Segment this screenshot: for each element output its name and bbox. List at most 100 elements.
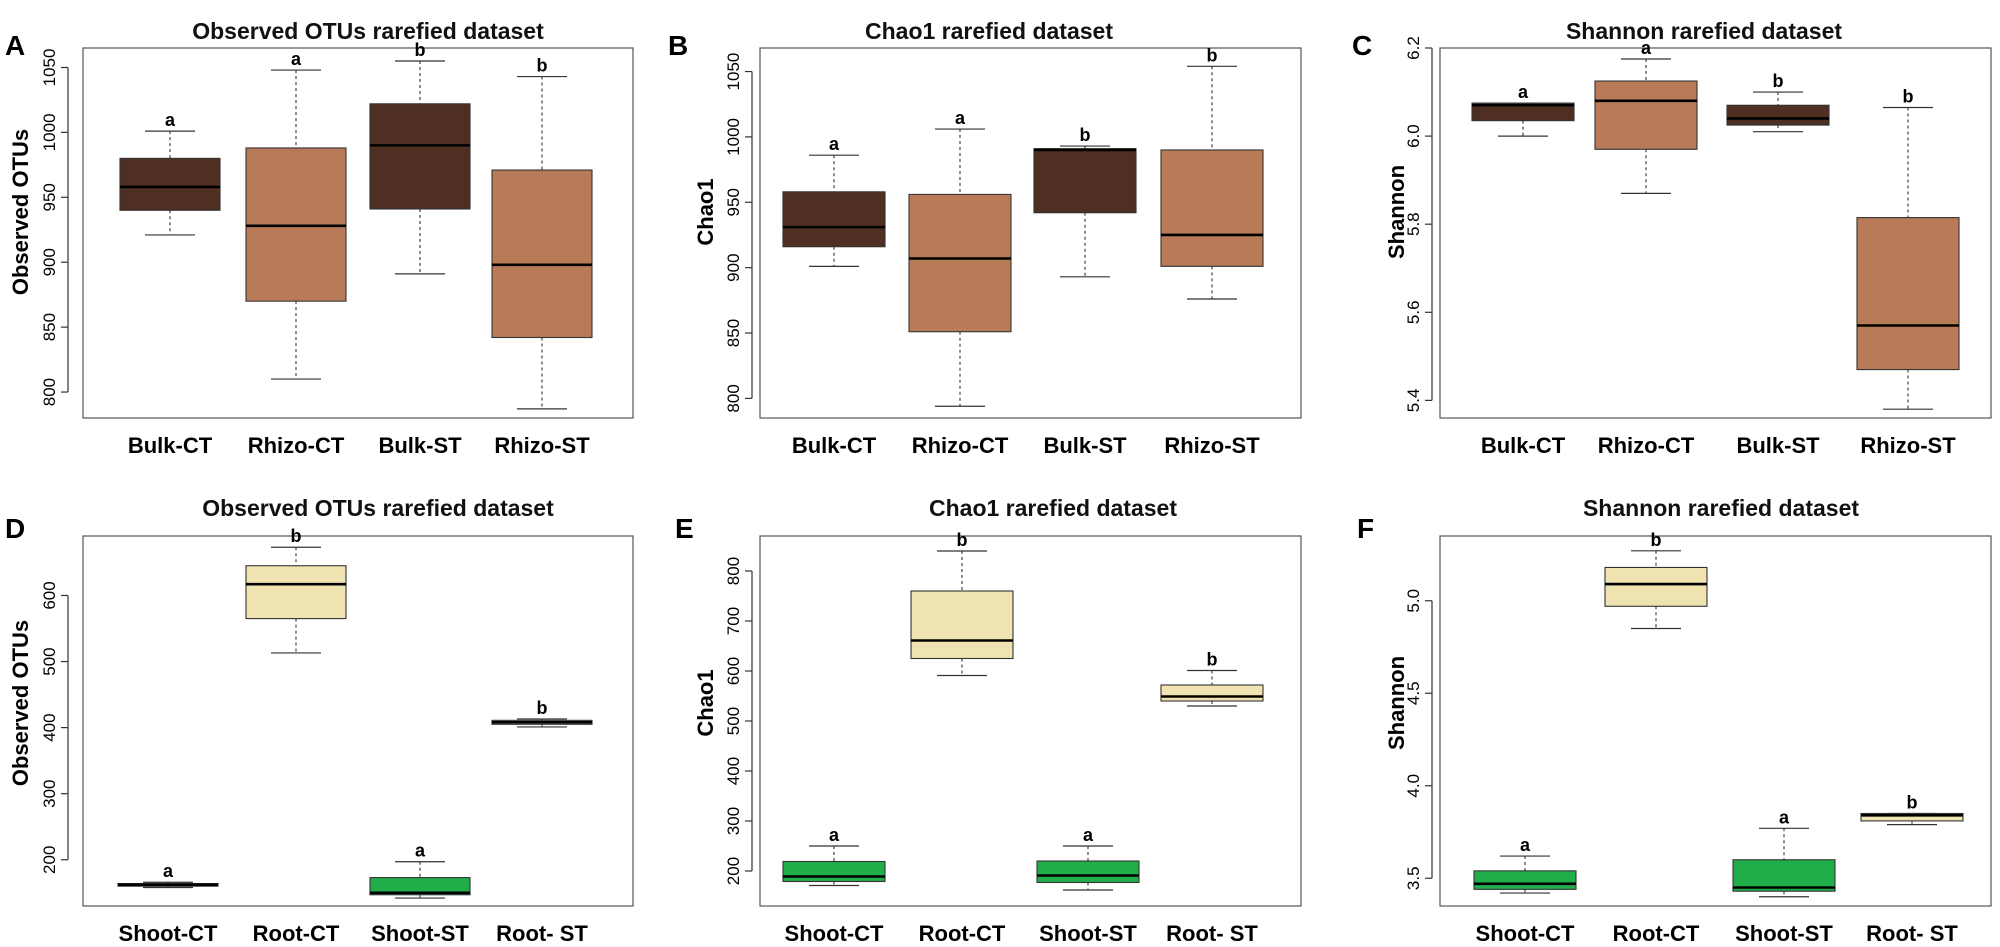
y-tick-label: 5.8 [1404,212,1423,236]
y-tick-label: 6.2 [1404,36,1423,60]
panel-a-plot-frame [82,47,634,419]
panel-e-boxes [782,550,1264,891]
box-shoot-st [1036,845,1140,891]
y-tick-label: 4.5 [1404,681,1423,705]
panel-a: A Observed OTUs rarefied dataset Observe… [5,18,634,458]
box-root-ct [910,550,1014,677]
significance-letter: a [829,134,840,154]
significance-letter: a [163,861,174,881]
y-tick-label: 800 [724,557,743,585]
panel-f-plot-frame [1439,535,1992,907]
x-tick-label: Rhizo-ST [1860,433,1956,458]
y-tick-label: 1050 [724,53,743,91]
y-tick-label: 900 [724,253,743,281]
y-tick-label: 200 [40,846,59,874]
box-rhizo-ct [245,69,347,380]
panel-label-e: E [675,513,694,544]
box-iqr [1856,217,1960,371]
box-iqr [908,193,1012,333]
significance-letter: a [291,49,302,69]
box-bulk-st [1726,91,1830,133]
box-iqr [1726,104,1830,126]
y-tick-label: 500 [724,707,743,735]
box-rhizo-ct [908,128,1012,407]
x-tick-label: Bulk-CT [1481,433,1566,458]
x-tick-label: Rhizo-ST [494,433,590,458]
box-root-st [491,718,593,728]
panel-f-x-tick-labels: Shoot-CT Root-CT Shoot-ST Root- ST [1476,921,1959,946]
box-bulk-st [1033,145,1137,278]
panel-f-significance-letters: a b a b [1520,530,1918,855]
significance-letter: b [1651,530,1662,550]
box-shoot-st [1732,827,1836,898]
y-tick-label: 400 [724,757,743,785]
panel-d-significance-letters: a b a b [163,526,548,881]
box-bulk-ct [1471,102,1575,137]
significance-letter: b [1903,86,1914,106]
box-iqr [1594,80,1698,150]
x-tick-label: Root- ST [1866,921,1958,946]
box-shoot-ct [117,881,219,889]
x-tick-label: Root-CT [919,921,1006,946]
box-iqr [369,103,471,210]
box-bulk-st [369,60,471,275]
y-tick-label: 700 [724,607,743,635]
x-tick-label: Bulk-CT [128,433,213,458]
box-iqr [491,169,593,339]
significance-letter: b [1080,125,1091,145]
panel-f-y-axis-label: Shannon [1384,656,1409,750]
box-iqr [1604,566,1708,607]
panel-b-significance-letters: a a b b [829,45,1218,154]
y-tick-label: 5.0 [1404,589,1423,613]
significance-letter: a [1083,825,1094,845]
y-tick-label: 3.5 [1404,866,1423,890]
x-tick-label: Shoot-CT [1476,921,1576,946]
significance-letter: b [1907,793,1918,813]
significance-letter: a [1641,38,1652,58]
box-rhizo-ct [1594,58,1698,194]
significance-letter: a [955,108,966,128]
panel-b-y-axis-label: Chao1 [693,178,718,245]
panel-e-significance-letters: a b a b [829,530,1218,845]
y-tick-label: 800 [40,378,59,406]
panel-a-x-tick-labels: Bulk-CT Rhizo-CT Bulk-ST Rhizo-ST [128,433,590,458]
y-tick-label: 500 [40,647,59,675]
box-iqr [1160,149,1264,267]
y-tick-label: 200 [724,857,743,885]
significance-letter: b [1207,650,1218,670]
panel-f-boxes [1473,550,1964,898]
x-tick-label: Root-CT [253,921,340,946]
significance-letter: b [291,526,302,546]
x-tick-label: Rhizo-CT [912,433,1009,458]
y-tick-label: 900 [40,248,59,276]
x-tick-label: Root-CT [1613,921,1700,946]
y-tick-label: 850 [40,313,59,341]
y-tick-label: 300 [40,779,59,807]
panel-b-boxes [782,65,1264,407]
panel-c-boxes [1471,58,1960,410]
panel-label-c: C [1352,30,1372,61]
panel-d-y-ticks: 200 300 400 500 600 [40,581,69,874]
x-tick-label: Rhizo-ST [1164,433,1260,458]
box-iqr [245,565,347,620]
panel-e-plot-frame [759,535,1302,907]
significance-letter: b [537,56,548,76]
x-tick-label: Bulk-CT [792,433,877,458]
box-root-ct [245,546,347,654]
y-tick-label: 300 [724,807,743,835]
panel-d-x-tick-labels: Shoot-CT Root-CT Shoot-ST Root- ST [119,921,589,946]
box-iqr [1036,860,1140,884]
panel-c-x-tick-labels: Bulk-CT Rhizo-CT Bulk-ST Rhizo-ST [1481,433,1956,458]
panel-c-y-ticks: 5.4 5.6 5.8 6.0 6.2 [1404,36,1433,413]
x-tick-label: Bulk-ST [378,433,462,458]
box-iqr [1160,684,1264,702]
y-tick-label: 5.4 [1404,389,1423,413]
box-bulk-ct [119,130,221,236]
box-shoot-st [369,861,471,899]
panel-label-d: D [5,513,25,544]
box-rhizo-st [1160,65,1264,300]
y-tick-label: 1050 [40,49,59,87]
box-shoot-ct [1473,855,1577,894]
x-tick-label: Shoot-CT [785,921,885,946]
